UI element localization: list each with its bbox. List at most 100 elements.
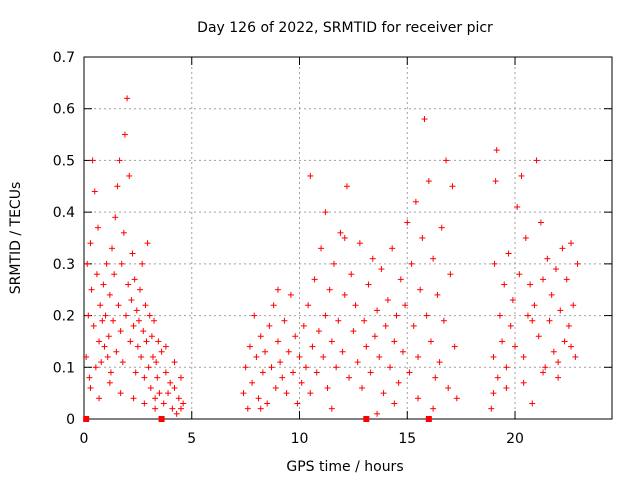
- data-point: [393, 312, 400, 319]
- data-point: [552, 266, 559, 273]
- data-point: [141, 400, 148, 407]
- data-point: [376, 353, 383, 360]
- data-point: [294, 400, 301, 407]
- data-point: [490, 353, 497, 360]
- data-point: [106, 379, 113, 386]
- data-point: [410, 322, 417, 329]
- y-tick-label: 0.5: [53, 153, 75, 169]
- data-point: [98, 359, 105, 366]
- data-point: [266, 322, 273, 329]
- data-point: [156, 390, 163, 397]
- chart-title: Day 126 of 2022, SRMTID for receiver pic…: [197, 20, 493, 36]
- data-point: [87, 240, 94, 247]
- data-point: [83, 353, 90, 360]
- zero-marker: [363, 416, 370, 422]
- data-point: [387, 364, 394, 371]
- data-point: [305, 302, 312, 309]
- data-point: [415, 395, 422, 402]
- plot-border: [83, 56, 613, 420]
- data-point: [333, 364, 340, 371]
- data-point: [380, 390, 387, 397]
- data-point: [406, 369, 413, 376]
- data-point: [313, 369, 320, 376]
- data-point: [348, 271, 355, 278]
- data-point: [570, 302, 577, 309]
- data-point: [503, 384, 510, 391]
- data-point: [244, 405, 251, 412]
- data-point: [311, 276, 318, 283]
- data-point: [384, 297, 391, 304]
- data-point: [432, 374, 439, 381]
- data-point: [85, 312, 92, 319]
- data-point: [533, 157, 540, 164]
- data-point: [572, 353, 579, 360]
- data-point: [350, 328, 357, 335]
- data-point: [369, 255, 376, 262]
- data-point: [160, 400, 167, 407]
- data-point: [318, 245, 325, 252]
- data-point: [279, 374, 286, 381]
- data-point: [568, 240, 575, 247]
- data-point: [117, 328, 124, 335]
- zero-marker: [158, 416, 165, 422]
- data-point: [537, 219, 544, 226]
- data-point: [339, 348, 346, 355]
- data-point: [102, 312, 109, 319]
- data-point: [391, 400, 398, 407]
- data-point: [130, 395, 137, 402]
- data-point: [430, 405, 437, 412]
- data-point: [139, 260, 146, 267]
- data-point: [337, 229, 344, 236]
- data-point: [130, 322, 137, 329]
- data-point: [522, 235, 529, 241]
- grid-layer: [84, 57, 612, 419]
- data-point: [568, 343, 575, 350]
- data-point: [169, 405, 176, 412]
- data-point: [126, 172, 133, 179]
- data-point: [501, 281, 508, 288]
- data-point: [520, 353, 527, 360]
- data-point: [257, 333, 264, 340]
- data-point: [96, 338, 103, 345]
- data-point: [290, 369, 297, 376]
- data-point: [307, 172, 314, 179]
- data-point: [274, 338, 281, 345]
- data-point: [542, 364, 549, 371]
- data-point: [249, 379, 256, 386]
- data-point: [493, 147, 500, 154]
- data-point: [153, 359, 160, 366]
- x-tick-label: 15: [398, 431, 416, 447]
- data-point: [272, 384, 279, 391]
- data-point: [518, 172, 525, 179]
- data-point: [128, 297, 135, 304]
- data-point: [555, 374, 562, 381]
- data-point: [103, 260, 110, 267]
- data-point: [391, 338, 398, 345]
- data-point: [133, 307, 140, 314]
- data-point: [292, 333, 299, 340]
- data-point: [246, 343, 253, 350]
- data-point: [499, 338, 506, 345]
- data-point: [374, 410, 381, 417]
- data-point: [155, 338, 162, 345]
- data-point: [302, 364, 309, 371]
- data-point: [152, 395, 159, 402]
- data-point: [242, 364, 249, 371]
- data-point: [559, 245, 566, 252]
- data-point: [326, 286, 333, 293]
- data-point: [114, 183, 121, 190]
- y-tick-label: 0.1: [53, 360, 75, 376]
- data-point: [116, 157, 123, 164]
- data-point: [175, 395, 182, 402]
- data-point: [436, 359, 443, 366]
- data-point: [121, 131, 128, 138]
- data-point: [162, 343, 169, 350]
- data-point: [341, 235, 348, 241]
- y-tick-label: 0.4: [53, 205, 75, 221]
- data-point: [131, 276, 138, 283]
- data-point: [88, 286, 95, 293]
- data-point: [171, 359, 178, 366]
- x-axis-label: GPS time / hours: [286, 459, 403, 475]
- data-point: [138, 353, 145, 360]
